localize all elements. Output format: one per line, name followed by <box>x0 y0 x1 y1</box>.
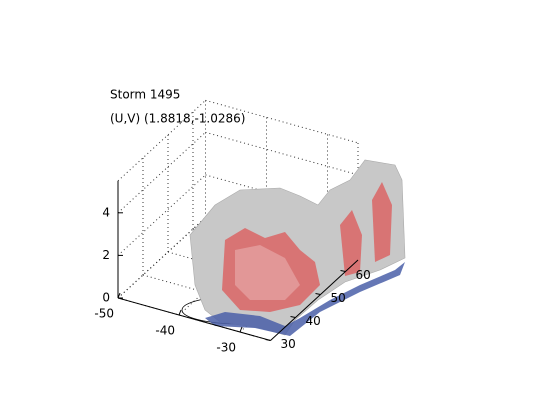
isosurface <box>181 159 406 336</box>
title: Storm 1495 <box>110 88 180 102</box>
y-tick-label: 30 <box>281 337 296 351</box>
x-tick <box>117 292 121 299</box>
z-tick-label: 0 <box>102 291 110 305</box>
subtitle: (U,V) (1.8818,-1.0286) <box>110 112 245 126</box>
highlight <box>235 245 300 300</box>
z-tick-label: 2 <box>102 248 110 262</box>
axes: 0 2 4 -50 -40 -30 30 40 50 60 <box>94 180 371 355</box>
y-tick <box>290 316 296 318</box>
y-tick-label: 60 <box>356 268 371 282</box>
inner-surface <box>340 210 362 276</box>
y-tick <box>340 270 346 272</box>
y-tick <box>265 339 271 341</box>
base-surface <box>205 262 405 336</box>
x-tick-label: -30 <box>216 341 236 355</box>
x-tick <box>239 326 243 333</box>
inner-surface <box>372 182 392 262</box>
y-tick-label: 50 <box>331 291 346 305</box>
y-axis <box>270 259 359 341</box>
x-tick <box>178 309 182 316</box>
x-tick-label: -40 <box>155 324 175 338</box>
inner-surface <box>222 228 320 312</box>
y-tick <box>315 293 321 295</box>
y-tick-label: 40 <box>306 314 321 328</box>
x-tick-label: -50 <box>94 307 114 321</box>
z-tick-label: 4 <box>102 205 110 219</box>
x-axis <box>117 297 271 341</box>
